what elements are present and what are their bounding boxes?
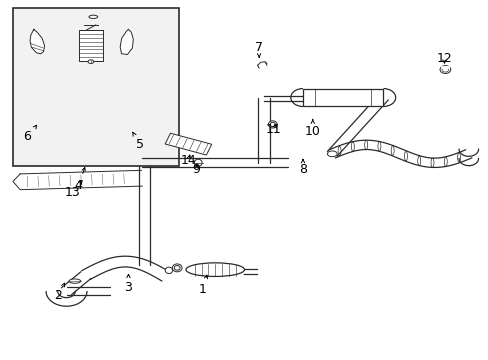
Polygon shape xyxy=(61,272,91,294)
Ellipse shape xyxy=(439,66,450,73)
Ellipse shape xyxy=(89,15,98,18)
Text: 6: 6 xyxy=(23,125,37,144)
Text: 8: 8 xyxy=(298,159,306,176)
Bar xyxy=(13,8,178,166)
Ellipse shape xyxy=(327,151,336,157)
Ellipse shape xyxy=(194,159,202,166)
Polygon shape xyxy=(46,291,87,306)
Polygon shape xyxy=(139,166,150,265)
Polygon shape xyxy=(81,256,171,281)
Ellipse shape xyxy=(165,267,172,274)
Ellipse shape xyxy=(185,263,244,276)
Polygon shape xyxy=(66,287,110,296)
Polygon shape xyxy=(328,140,471,167)
Ellipse shape xyxy=(270,122,275,127)
Bar xyxy=(303,89,383,107)
Text: 7: 7 xyxy=(255,41,263,57)
Polygon shape xyxy=(30,30,44,54)
Polygon shape xyxy=(258,98,269,163)
Text: 11: 11 xyxy=(265,123,281,136)
Ellipse shape xyxy=(268,121,277,128)
Polygon shape xyxy=(120,30,133,54)
Text: 5: 5 xyxy=(132,132,143,150)
Ellipse shape xyxy=(69,279,81,283)
Text: 4: 4 xyxy=(75,167,85,192)
Ellipse shape xyxy=(174,266,180,270)
Text: 2: 2 xyxy=(54,283,64,302)
Text: 12: 12 xyxy=(436,51,451,64)
Text: 9: 9 xyxy=(191,163,199,176)
Text: 14: 14 xyxy=(180,154,196,167)
Polygon shape xyxy=(142,158,288,167)
Bar xyxy=(165,133,211,155)
Polygon shape xyxy=(327,95,387,156)
Polygon shape xyxy=(20,170,142,190)
Text: 1: 1 xyxy=(199,275,207,296)
Ellipse shape xyxy=(88,60,94,63)
Ellipse shape xyxy=(172,264,182,272)
Text: 10: 10 xyxy=(304,120,320,138)
Text: 3: 3 xyxy=(124,274,132,294)
Text: 13: 13 xyxy=(65,181,82,199)
Bar xyxy=(79,30,103,61)
